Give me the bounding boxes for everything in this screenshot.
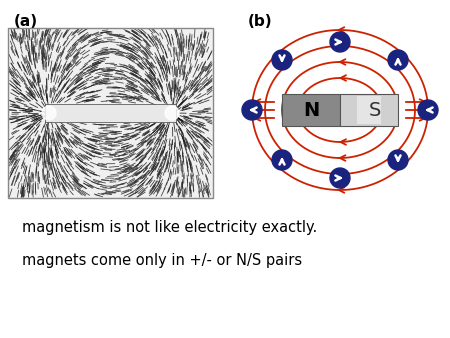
Circle shape: [330, 32, 350, 52]
Circle shape: [418, 100, 438, 120]
Bar: [8, 28, 213, 198]
Bar: [8, 28, 213, 198]
Circle shape: [242, 100, 262, 120]
Circle shape: [272, 150, 292, 170]
Bar: [357, 96, 381, 124]
Text: magnetism is not like electricity exactly.: magnetism is not like electricity exactl…: [22, 220, 317, 235]
Bar: [45, 104, 176, 122]
Circle shape: [42, 106, 56, 120]
Text: (b): (b): [248, 14, 273, 29]
Text: (a): (a): [14, 14, 38, 29]
Bar: [282, 94, 340, 126]
Text: magnets come only in +/- or N/S pairs: magnets come only in +/- or N/S pairs: [22, 253, 302, 268]
Circle shape: [272, 50, 292, 70]
Circle shape: [388, 50, 408, 70]
Bar: [340, 94, 398, 126]
Circle shape: [388, 150, 408, 170]
Circle shape: [165, 106, 179, 120]
Circle shape: [330, 168, 350, 188]
Text: S: S: [369, 100, 381, 120]
Text: N: N: [303, 100, 319, 120]
